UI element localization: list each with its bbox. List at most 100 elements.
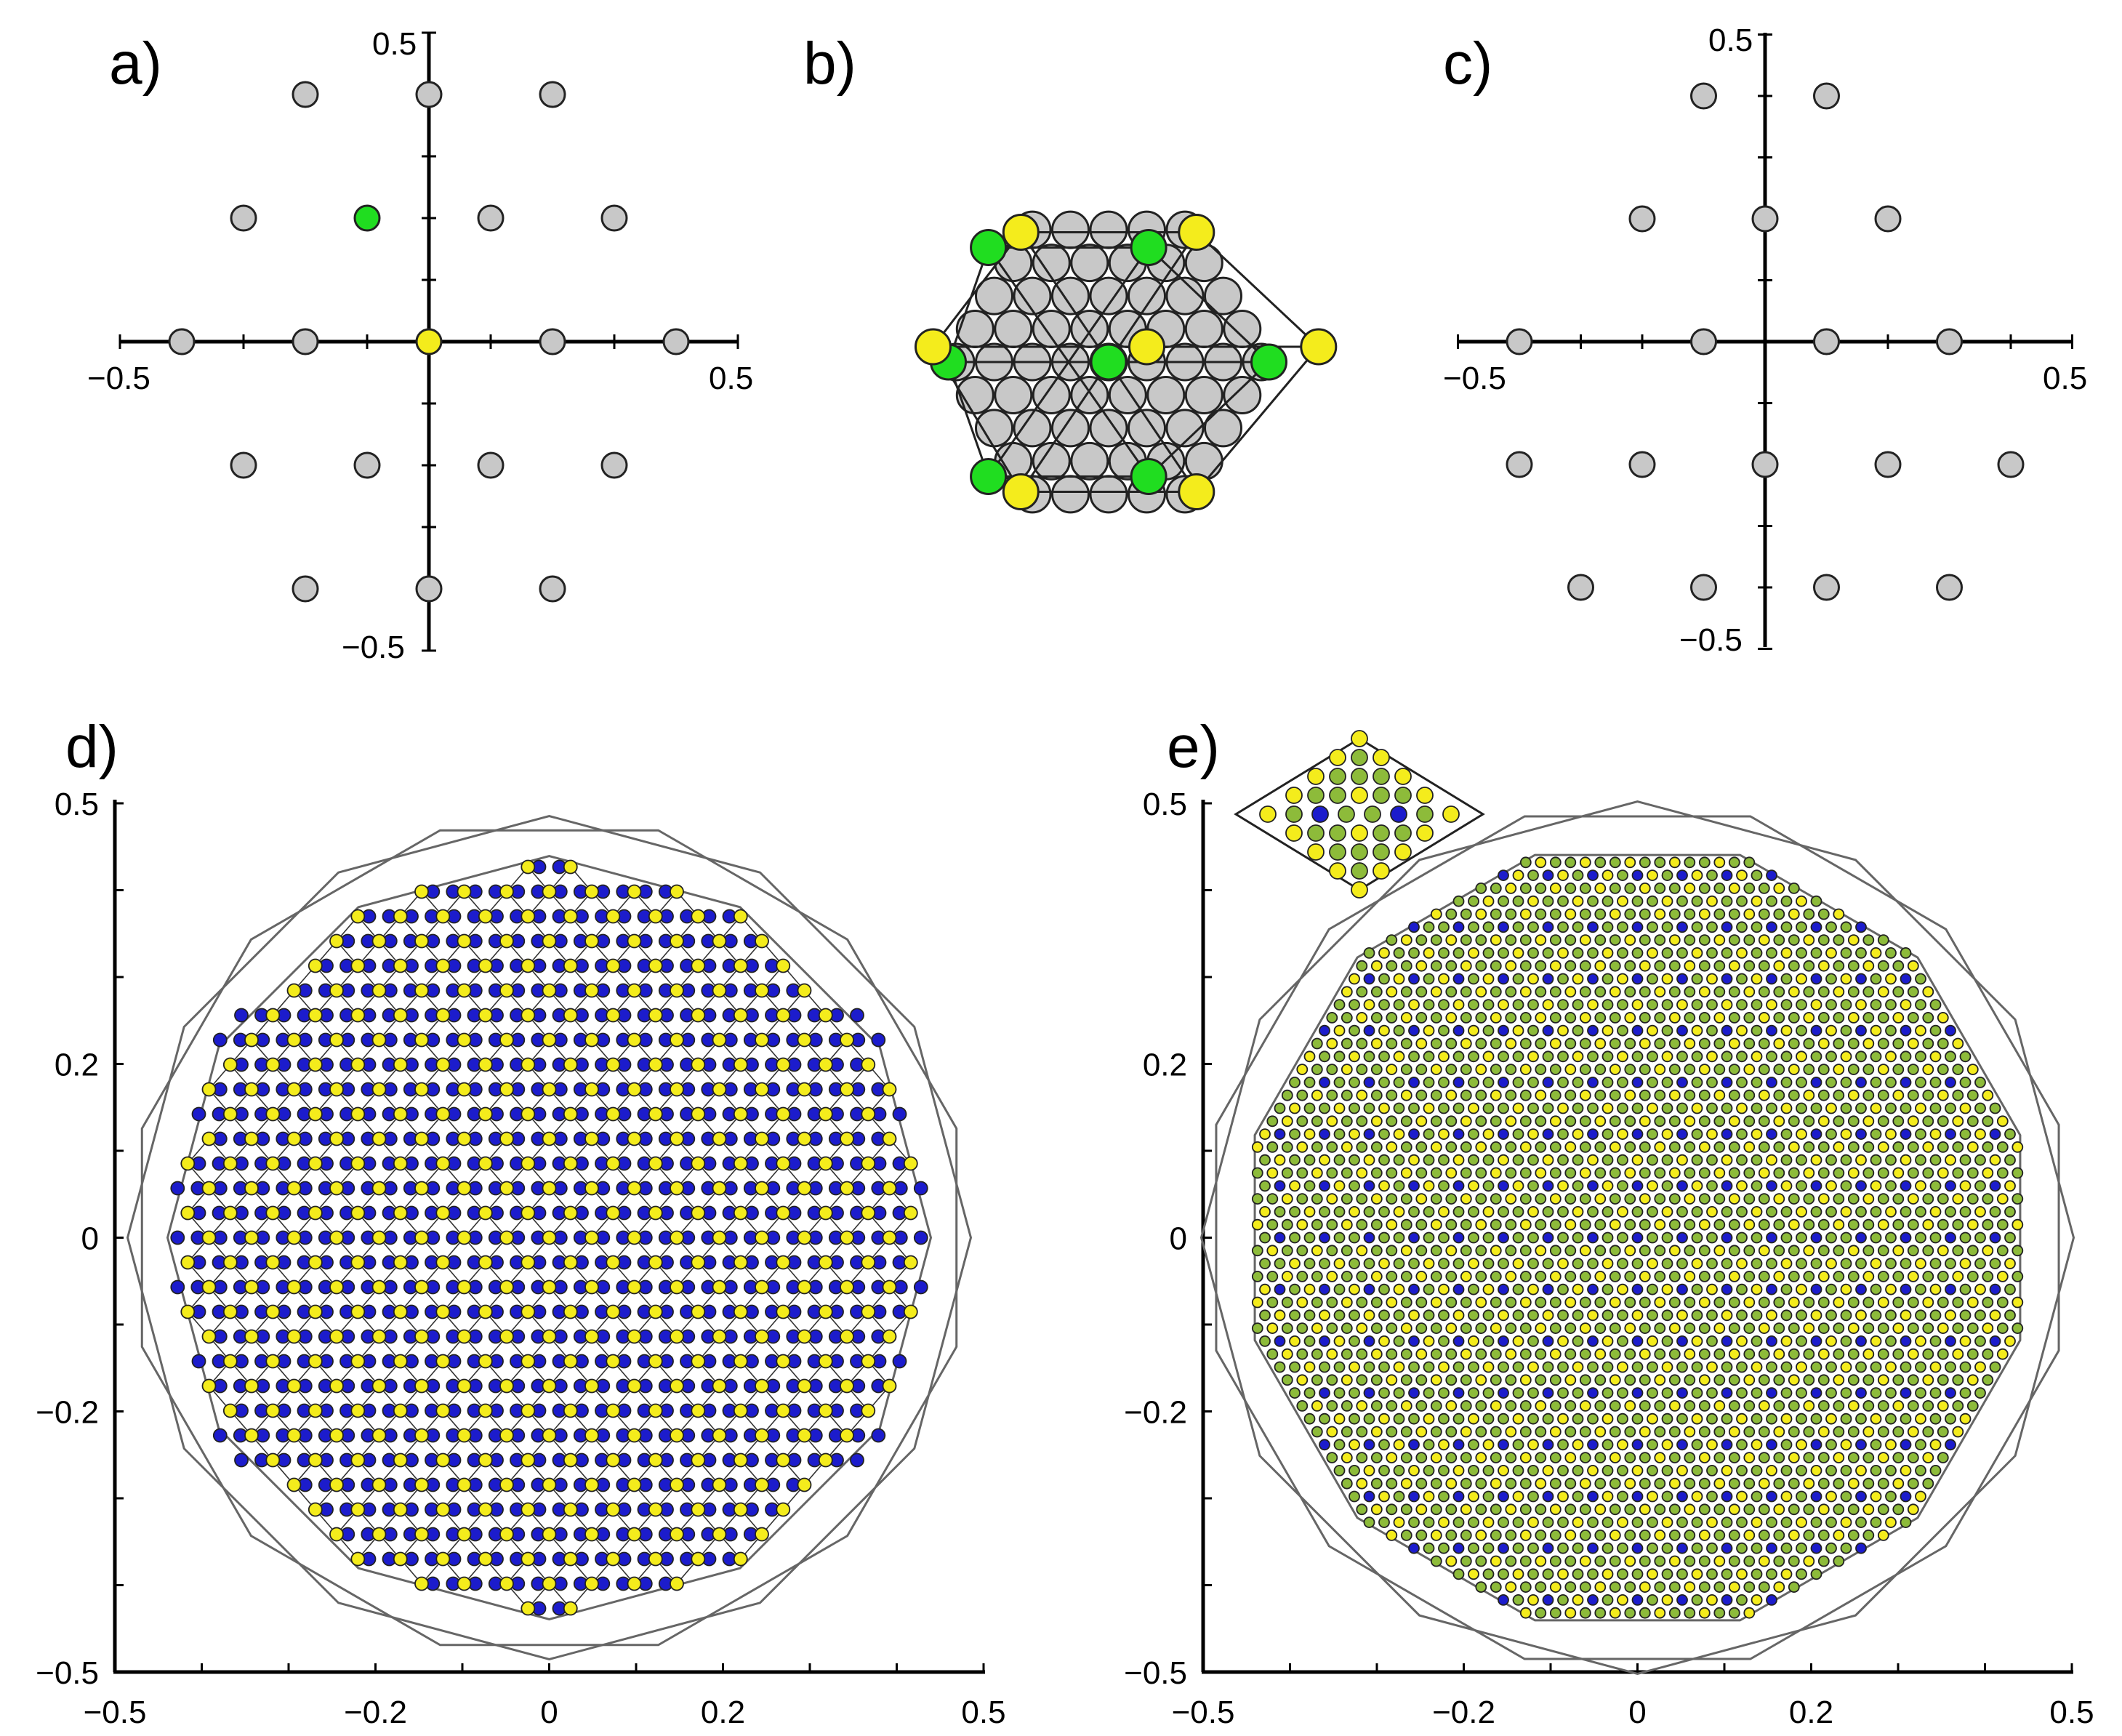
panel-e-point [1736, 1206, 1748, 1218]
panel-d-yellow-point [733, 1057, 748, 1072]
panel-e-point [1512, 1542, 1524, 1554]
panel-e-point [1617, 1154, 1628, 1166]
panel-e-point [1423, 1206, 1435, 1218]
panel-e-point [1803, 1400, 1815, 1412]
panel-d-yellow-point [584, 884, 599, 899]
panel-e-point [1945, 1206, 1956, 1218]
panel-e-point [1609, 908, 1621, 920]
panel-e-point [1549, 1167, 1562, 1179]
panel-e-point [1415, 1141, 1428, 1153]
panel-e-point [1274, 1102, 1286, 1114]
panel-e-point [1877, 1271, 1889, 1282]
panel-e-point [1728, 986, 1740, 998]
panel-e-point [1587, 947, 1599, 959]
panel-e-point [1721, 1309, 1733, 1322]
panel-e-point [1333, 1231, 1346, 1244]
panel-e-point [1937, 1296, 1949, 1309]
panel-e-point [1661, 947, 1673, 959]
panel-d-yellow-point [776, 1452, 791, 1468]
panel-e-point [1594, 960, 1607, 972]
panel-e-point [1668, 908, 1681, 920]
panel-e-point [1363, 1309, 1375, 1322]
panel-e-point [1833, 1064, 1845, 1075]
panel-e-point [1982, 1348, 1994, 1360]
panel-e-point [2012, 1167, 2024, 1179]
panel-d-yellow-point [244, 1329, 259, 1344]
panel-e-point [1587, 1439, 1599, 1451]
panel-e-point [1631, 1180, 1644, 1192]
panel-e-point [1333, 1154, 1346, 1166]
panel-e-point [1549, 1115, 1562, 1128]
panel-e-point [1661, 1102, 1673, 1114]
panel-d-yellow-point [244, 1082, 259, 1097]
panel-e-point [1519, 1348, 1532, 1360]
panel-d-yellow-point [882, 1082, 897, 1097]
panel-e-point [1631, 1516, 1644, 1529]
panel-e-point [1296, 1400, 1309, 1412]
panel-e-point [1676, 1516, 1688, 1529]
panel-e-point [1564, 1115, 1577, 1128]
panel-e-point [1885, 1180, 1897, 1192]
panel-e-point [1505, 1426, 1517, 1438]
panel-b-grey-point [1051, 475, 1090, 514]
panel-d-yellow-point [606, 1057, 621, 1072]
panel-e-point [1654, 1400, 1666, 1412]
panel-d-yellow-point [499, 1329, 514, 1344]
panel-d-label: d) [65, 714, 118, 780]
panel-e-point [1691, 1387, 1703, 1399]
panel-e-point [1862, 1296, 1875, 1309]
panel-e-point [1825, 1309, 1837, 1322]
panel-e-point [1594, 1271, 1607, 1282]
panel-e-point [1356, 1218, 1368, 1231]
panel-e-point [1661, 1335, 1673, 1347]
panel-e-point [1370, 1348, 1383, 1360]
panel-e-point [1691, 1542, 1703, 1554]
panel-d-yellow-point [499, 1477, 514, 1492]
panel-e-point [1445, 1012, 1458, 1024]
panel-e-point [1758, 1012, 1770, 1024]
panel-e-point [1370, 1193, 1383, 1205]
panel-e-point [1535, 1218, 1547, 1231]
panel-e-point [1557, 1180, 1569, 1192]
panel-e-point [1721, 1516, 1733, 1529]
panel-e-point [1542, 1568, 1554, 1580]
panel-e-point [1266, 1271, 1279, 1282]
panel-e-point [1862, 1037, 1875, 1050]
panel-e-point [1460, 1037, 1472, 1050]
panel-e-point [1661, 1206, 1673, 1218]
panel-e-point [1452, 1465, 1465, 1476]
panel-e-point [1639, 1452, 1651, 1463]
panel-e-point [1386, 1037, 1398, 1050]
panel-e-point [1512, 1102, 1524, 1114]
panel-e-point [1475, 986, 1487, 998]
panel-e-point [1847, 1089, 1860, 1101]
panel-e-point [1855, 999, 1867, 1010]
panel-b-grey-point [1089, 475, 1128, 514]
panel-e-point [1676, 1594, 1688, 1606]
panel-b-grey-point [1032, 310, 1071, 348]
panel-e-point [1549, 934, 1562, 946]
panel-d-dodecagon-outlines [126, 814, 973, 1661]
panel-d-yellow-point [521, 1255, 536, 1270]
panel-e-point [1900, 1231, 1912, 1244]
panel-e-point [1915, 1024, 1926, 1037]
panel-e-point [1833, 986, 1845, 998]
panel-e-point [1587, 1542, 1599, 1554]
panel-e-point [1430, 934, 1442, 946]
panel-e-point [1408, 947, 1420, 959]
panel-a-point-grey [415, 575, 443, 603]
panel-e-point [1378, 1128, 1390, 1140]
panel-e-point [1624, 1322, 1636, 1334]
panel-e-point [1512, 1465, 1524, 1476]
panel-e-point [1870, 1439, 1882, 1451]
panel-e-point [1341, 1012, 1353, 1024]
panel-e-point [1684, 908, 1696, 920]
panel-d-blue-point [850, 1008, 864, 1023]
panel-e-point [1631, 1439, 1644, 1451]
panel-d-blue-point [892, 1354, 907, 1369]
panel-d-yellow-point [712, 1131, 727, 1146]
panel-e-point [1438, 947, 1450, 959]
panel-e-point [1341, 1218, 1353, 1231]
panel-e-point [1929, 1024, 1942, 1037]
panel-d-yellow-point [691, 1057, 706, 1072]
